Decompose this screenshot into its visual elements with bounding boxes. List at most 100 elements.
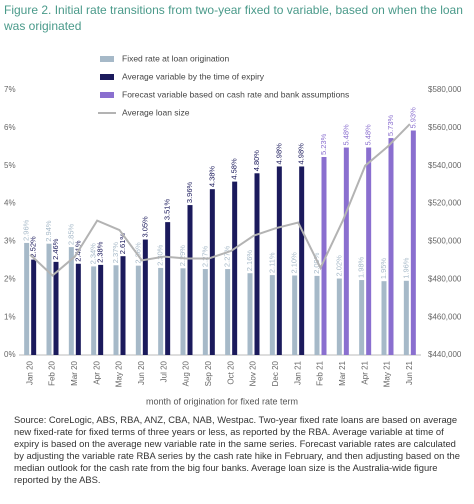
y2-tick-label: $500,000 (428, 237, 462, 246)
bar (247, 273, 253, 355)
bar (314, 275, 320, 355)
y-tick-label: 4% (4, 199, 16, 208)
bar (135, 265, 141, 355)
data-label: 1.98% (357, 256, 366, 278)
data-label: 1.96% (401, 257, 410, 279)
bar (209, 189, 215, 355)
data-label: 4.98% (274, 143, 283, 165)
bar (142, 239, 148, 355)
bar (359, 280, 365, 355)
legend-swatch (100, 92, 114, 98)
bar (46, 243, 52, 355)
x-tick-label: May 21 (383, 360, 392, 387)
bar (292, 275, 298, 355)
legend-label: Average variable by the time of expiry (122, 71, 265, 81)
y-tick-label: 3% (4, 237, 16, 246)
bar (388, 138, 394, 355)
data-label: 2.46% (51, 238, 60, 260)
bar (187, 205, 193, 355)
bar (343, 147, 349, 355)
legend-label: Average loan size (122, 107, 190, 117)
bar (158, 267, 164, 355)
legend-swatch (100, 56, 114, 62)
data-label: 2.27% (200, 245, 209, 267)
y-tick-label: 7% (4, 85, 16, 94)
x-tick-label: Apr 21 (360, 360, 369, 384)
x-tick-label: Mar 20 (70, 360, 79, 385)
x-tick-label: Oct 20 (226, 360, 235, 384)
bar (53, 261, 59, 355)
y-tick-label: 2% (4, 274, 16, 283)
bar (299, 166, 305, 355)
data-label: 5.48% (341, 124, 350, 146)
chart-title: Figure 2. Initial rate transitions from … (4, 3, 463, 33)
bar (180, 268, 186, 355)
legend-label: Fixed rate at loan origination (122, 53, 230, 63)
data-label: 5.48% (364, 124, 373, 146)
bar (165, 222, 171, 355)
data-label: 2.30% (156, 244, 165, 266)
y2-tick-label: $520,000 (428, 199, 462, 208)
data-label: 4.58% (230, 158, 239, 180)
bar (321, 157, 327, 355)
data-label: 5.23% (319, 133, 328, 155)
source-note: Source: CoreLogic, ABS, RBA, ANZ, CBA, N… (14, 414, 460, 485)
bar (225, 269, 231, 355)
data-label: 2.34% (89, 243, 98, 265)
x-tick-label: Jun 20 (137, 360, 146, 385)
bar (403, 280, 409, 355)
data-label: 2.11% (267, 252, 276, 273)
bar (202, 269, 208, 355)
x-tick-label: Feb 20 (48, 360, 57, 385)
x-tick-label: Feb 21 (316, 360, 325, 385)
bar (336, 278, 342, 355)
y-tick-label: 1% (4, 312, 16, 321)
bar (232, 181, 238, 355)
bar (276, 166, 282, 355)
bar (381, 281, 387, 355)
data-label: 2.85% (66, 224, 75, 246)
data-label: 2.36% (133, 242, 142, 264)
data-label: 2.27% (223, 245, 232, 267)
bar (254, 173, 260, 355)
x-tick-label: Jul 20 (159, 360, 168, 382)
x-axis-title: month of origination for fixed rate term (146, 396, 298, 406)
data-label: 4.98% (297, 143, 306, 165)
bar (31, 259, 37, 355)
data-label: 2.09% (312, 252, 321, 274)
legend-label: Forecast variable based on cash rate and… (122, 89, 349, 99)
y2-tick-label: $560,000 (428, 123, 462, 132)
x-tick-label: Jun 21 (405, 360, 414, 385)
y-tick-label: 0% (4, 350, 16, 359)
bar (366, 147, 372, 355)
data-label: 2.02% (334, 255, 343, 277)
x-tick-label: May 20 (115, 360, 124, 387)
data-label: 2.94% (44, 220, 53, 242)
x-tick-label: Mar 21 (338, 360, 347, 385)
x-tick-label: Dec 20 (271, 360, 280, 386)
y2-tick-label: $580,000 (428, 85, 462, 94)
data-label: 2.38% (96, 241, 105, 263)
data-label: 2.37% (111, 242, 120, 264)
legend-swatch (100, 74, 114, 80)
x-tick-label: Apr 20 (92, 360, 101, 384)
data-label: 3.96% (185, 181, 194, 203)
y2-tick-label: $540,000 (428, 161, 462, 170)
y2-tick-label: $480,000 (428, 274, 462, 283)
x-tick-label: Jan 20 (25, 360, 34, 385)
bar (120, 256, 126, 355)
y2-tick-label: $440,000 (428, 350, 462, 359)
x-tick-label: Aug 20 (182, 360, 191, 386)
chart: month of origination for fixed rate term… (4, 53, 462, 406)
x-tick-label: Jan 21 (293, 360, 302, 385)
bar (269, 275, 275, 355)
y2-tick-label: $460,000 (428, 312, 462, 321)
y-tick-label: 5% (4, 161, 16, 170)
data-label: 2.52% (29, 236, 38, 258)
data-label: 2.61% (118, 233, 127, 255)
data-label: 4.38% (207, 166, 216, 188)
bar (410, 130, 416, 355)
bar (68, 247, 74, 355)
bar (98, 264, 104, 355)
